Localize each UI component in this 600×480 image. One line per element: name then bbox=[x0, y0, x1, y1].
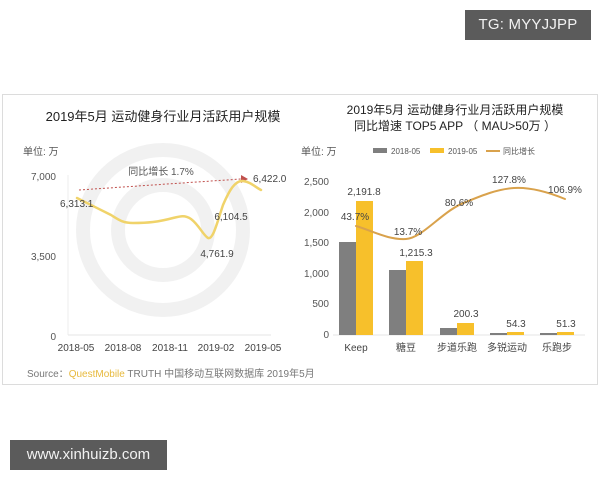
yoy-annotation: 同比增长 1.7% bbox=[128, 165, 194, 178]
yoy-label: 106.9% bbox=[548, 185, 582, 196]
legend-swatch-2018 bbox=[373, 148, 387, 153]
left-y-tick: 7,000 bbox=[31, 172, 56, 183]
bar-value-label: 200.3 bbox=[453, 309, 478, 320]
source-note: Source：QuestMobile TRUTH 中国移动互联网数据库 2019… bbox=[27, 365, 315, 380]
right-x-tick: 步道乐跑 bbox=[437, 341, 477, 354]
yoy-label: 127.8% bbox=[492, 175, 526, 186]
bar-lepaobu-2019 bbox=[557, 332, 574, 335]
left-unit-label: 单位: 万 bbox=[23, 145, 59, 158]
left-x-tick: 2019-02 bbox=[198, 343, 235, 354]
point-label: 6,422.0 bbox=[253, 174, 287, 185]
right-unit-label: 单位: 万 bbox=[301, 145, 337, 158]
right-chart-subtitle: 同比增速 TOP5 APP （ MAU>50万 ） bbox=[354, 119, 556, 133]
left-y-tick: 0 bbox=[50, 332, 56, 343]
bar-value-label: 1,215.3 bbox=[399, 248, 433, 259]
yoy-label: 80.6% bbox=[445, 198, 473, 209]
left-x-tick: 2018-08 bbox=[105, 343, 142, 354]
tg-watermark-badge: TG: MYYJJPP bbox=[465, 10, 591, 40]
right-y-tick: 1,000 bbox=[304, 269, 329, 280]
bar-tangdou-2018 bbox=[389, 270, 406, 335]
mau-line bbox=[75, 179, 263, 240]
bar-keep-2018 bbox=[339, 242, 356, 335]
legend-label-yoy: 同比增长 bbox=[503, 146, 535, 156]
source-brand: QuestMobile bbox=[68, 369, 125, 380]
url-watermark-badge: www.xinhuizb.com bbox=[10, 440, 167, 470]
legend-swatch-2019 bbox=[430, 148, 444, 153]
trend-arrow-line bbox=[78, 178, 242, 191]
yoy-label: 43.7% bbox=[341, 212, 369, 223]
right-y-tick: 1,500 bbox=[304, 238, 329, 249]
right-legend: 2018-05 2019-05 同比增长 bbox=[373, 146, 535, 156]
bar-tangdou-2019 bbox=[406, 261, 423, 335]
left-x-tick: 2018-11 bbox=[152, 343, 188, 354]
right-y-tick: 500 bbox=[312, 299, 329, 310]
right-x-tick: Keep bbox=[344, 343, 368, 354]
legend-label-2018: 2018-05 bbox=[391, 147, 421, 156]
bar-value-label: 51.3 bbox=[556, 319, 576, 330]
right-chart: 2019年5月 运动健身行业月活跃用户规模 同比增速 TOP5 APP （ MA… bbox=[301, 102, 585, 354]
left-x-tick: 2018-05 bbox=[58, 343, 95, 354]
point-label: 6,104.5 bbox=[214, 212, 248, 223]
legend-label-2019: 2019-05 bbox=[448, 147, 478, 156]
yoy-label: 13.7% bbox=[394, 227, 422, 238]
left-chart-title: 2019年5月 运动健身行业月活跃用户规模 bbox=[46, 109, 281, 124]
bar-duorui-2018 bbox=[490, 333, 507, 335]
bar-lepaobu-2018 bbox=[540, 333, 557, 335]
charts-canvas: 2019年5月 运动健身行业月活跃用户规模 单位: 万 7,000 3,500 … bbox=[23, 102, 585, 354]
right-y-tick: 2,500 bbox=[304, 177, 329, 188]
bar-budao-2019 bbox=[457, 323, 474, 335]
point-label: 4,761.9 bbox=[200, 249, 234, 260]
right-x-tick: 糖豆 bbox=[396, 341, 416, 354]
bar-keep-2019 bbox=[356, 201, 373, 335]
left-chart: 2019年5月 运动健身行业月活跃用户规模 单位: 万 7,000 3,500 … bbox=[23, 109, 287, 354]
source-rest: TRUTH 中国移动互联网数据库 2019年5月 bbox=[124, 369, 315, 380]
left-y-tick: 3,500 bbox=[31, 252, 56, 263]
left-x-tick: 2019-05 bbox=[245, 343, 282, 354]
right-x-tick: 多锐运动 bbox=[487, 341, 527, 354]
yoy-growth-line bbox=[355, 186, 566, 241]
questmobile-watermark bbox=[76, 143, 250, 317]
bar-value-label: 54.3 bbox=[506, 319, 526, 330]
bar-budao-2018 bbox=[440, 328, 457, 335]
bar-value-label: 2,191.8 bbox=[347, 187, 381, 198]
right-y-tick: 2,000 bbox=[304, 208, 329, 219]
source-prefix: Source： bbox=[27, 369, 69, 380]
chart-panel: 2019年5月 运动健身行业月活跃用户规模 单位: 万 7,000 3,500 … bbox=[2, 94, 598, 385]
right-y-tick: 0 bbox=[323, 330, 329, 341]
point-label: 6,313.1 bbox=[60, 199, 94, 210]
bar-duorui-2019 bbox=[507, 332, 524, 335]
right-x-tick: 乐跑步 bbox=[542, 341, 572, 354]
right-chart-title: 2019年5月 运动健身行业月活跃用户规模 bbox=[347, 102, 564, 117]
